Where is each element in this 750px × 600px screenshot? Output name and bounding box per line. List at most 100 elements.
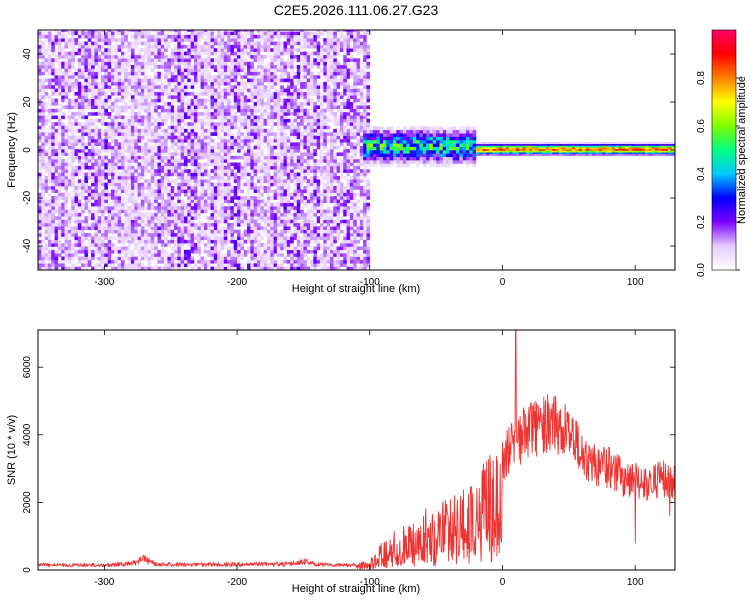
spectrogram-cell: [193, 233, 198, 237]
spectrogram-cell: [104, 155, 108, 160]
spectrogram-cell: [220, 246, 225, 251]
spectrogram-cell: [130, 98, 135, 103]
spectrogram-cell: [300, 179, 304, 183]
spectrogram-cell: [293, 216, 298, 220]
spectrogram-cell: [134, 175, 138, 180]
spectrogram-cell: [223, 189, 228, 194]
spectrogram-cell: [266, 236, 271, 241]
spectrogram-cell: [41, 112, 45, 116]
spectrogram-cell: [270, 138, 274, 143]
spectrogram-cell: [117, 85, 122, 89]
spectrogram-cell: [210, 31, 215, 36]
spectrogram-cell: [227, 125, 231, 130]
spectrogram-cell: [296, 159, 301, 163]
spectrogram-cell: [220, 112, 225, 116]
spectrogram-cell: [54, 34, 59, 39]
spectrogram-cell: [127, 182, 132, 187]
spectrogram-cell: [84, 68, 89, 73]
spectrogram-cell: [157, 202, 162, 207]
spectrogram-cell: [290, 202, 294, 207]
spectrogram-cell: [293, 175, 298, 180]
spectrogram-cell: [101, 239, 105, 244]
spectrogram-cell: [303, 175, 308, 180]
spectrogram-cell: [310, 259, 314, 264]
spectrogram-cell: [110, 186, 115, 190]
spectrogram-cell: [290, 78, 294, 83]
spectrogram-cell: [57, 115, 62, 120]
spectrogram-cell: [71, 175, 75, 180]
spectrogram-cell: [197, 179, 201, 183]
spectrogram-cell: [157, 149, 162, 153]
spectrogram-cell: [110, 226, 115, 230]
spectrogram-cell: [97, 236, 102, 241]
spectrogram-cell: [237, 132, 241, 136]
spectrogram-cell: [160, 122, 165, 126]
spectrogram-cell: [210, 209, 215, 214]
spectrogram-cell: [64, 145, 69, 150]
spectrogram-cell: [94, 85, 99, 89]
spectrogram-cell: [217, 189, 221, 194]
spectrogram-cell: [207, 54, 211, 59]
spectrogram-cell: [286, 95, 291, 99]
spectrogram-cell: [150, 149, 155, 153]
spectrogram-cell: [110, 246, 115, 251]
spectrogram-cell: [57, 145, 62, 150]
spectrogram-cell: [253, 54, 258, 59]
spectrogram-cell: [310, 249, 314, 254]
spectrogram-cell: [140, 142, 145, 146]
spectrogram-cell: [164, 256, 168, 261]
spectrogram-cell: [101, 75, 105, 79]
spectrogram-cell: [256, 253, 261, 257]
spectrogram-cell: [290, 91, 294, 96]
spectrogram-cell: [167, 233, 172, 237]
spectrogram-cell: [127, 222, 132, 227]
spectrogram-cell: [197, 34, 201, 39]
spectrogram-cell: [256, 118, 261, 123]
spectrogram-cell: [94, 142, 99, 146]
spectrogram-cell: [296, 175, 301, 180]
spectrogram-cell: [47, 34, 52, 39]
spectrogram-cell: [220, 236, 225, 241]
spectrogram-cell: [87, 216, 92, 220]
spectrogram-cell: [77, 98, 82, 103]
spectrogram-cell: [77, 266, 82, 270]
spectrogram-cell: [263, 222, 268, 227]
spectrogram-cell: [120, 229, 125, 234]
spectrogram-cell: [293, 219, 298, 224]
spectrogram-cell: [190, 259, 195, 264]
spectrogram-cell: [174, 128, 178, 133]
spectrogram-cell: [283, 61, 288, 66]
spectrogram-cell: [286, 105, 291, 110]
spectrogram-cell: [250, 54, 254, 59]
spectrogram-cell: [223, 132, 228, 136]
spectrogram-cell: [150, 132, 155, 136]
spectrogram-cell: [256, 48, 261, 52]
spectrogram-cell: [127, 169, 132, 173]
spectrogram-cell: [130, 249, 135, 254]
spectrogram-cell: [250, 186, 254, 190]
spectrogram-cell: [237, 108, 241, 113]
spectrogram-cell: [67, 179, 72, 183]
spectrogram-cell: [187, 132, 191, 136]
spectrogram-cell: [300, 229, 304, 234]
spectrogram-cell: [110, 266, 115, 270]
spectrogram-cell: [193, 196, 198, 200]
spectrogram-cell: [38, 152, 42, 157]
spectrogram-cell: [127, 263, 132, 267]
spectrogram-cell: [233, 246, 238, 251]
spectrogram-cell: [306, 142, 311, 146]
spectrogram-cell: [57, 199, 62, 204]
spectrogram-cell: [217, 236, 221, 241]
spectrogram-cell: [167, 30, 172, 32]
spectrogram-cell: [71, 169, 75, 173]
spectrogram-cell: [137, 202, 142, 207]
spectrogram-cell: [223, 112, 228, 116]
spectrogram-cell: [120, 98, 125, 103]
spectrogram-cell: [64, 172, 69, 177]
spectrogram-cell: [223, 216, 228, 220]
spectrogram-cell: [130, 95, 135, 99]
spectrogram-cell: [130, 44, 135, 49]
spectrogram-cell: [240, 112, 244, 116]
spectrogram-cell: [266, 169, 271, 173]
spectrogram-cell: [117, 263, 122, 267]
